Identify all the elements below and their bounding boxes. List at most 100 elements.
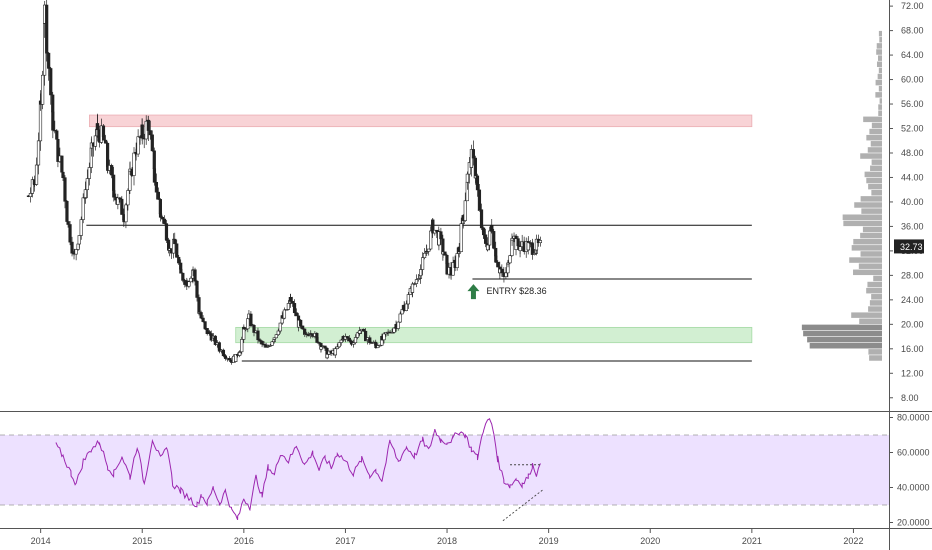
candle-down: [256, 330, 260, 341]
price-tick-label: 68.00: [901, 26, 924, 36]
time-tick-label: 2014: [31, 536, 51, 546]
time-axis: 2014 2015 2016 2017 2018 2019 2020 2021 2022: [0, 528, 932, 546]
candle-up: [36, 140, 41, 166]
candle-up: [390, 332, 394, 334]
candle-down: [249, 313, 253, 327]
volume-profile-bar: [869, 355, 882, 361]
candle-down: [260, 340, 264, 345]
candle-up: [85, 178, 89, 191]
volume-profile-bar: [878, 30, 882, 37]
candle-down: [152, 168, 157, 183]
candle-up: [429, 230, 433, 250]
volume-profile-bar: [853, 238, 882, 245]
candle-down: [181, 272, 185, 281]
candle-up: [406, 294, 410, 305]
candle-up: [238, 351, 242, 353]
rsi-indicator-pane[interactable]: 20.0000 40.0000 60.0000 80.0000: [0, 413, 930, 528]
volume-profile-bar: [854, 202, 882, 208]
volume-profile-bar: [866, 177, 882, 184]
candle-down: [60, 155, 64, 173]
candle-up: [319, 346, 323, 350]
candle-down: [51, 111, 55, 131]
volume-profile-bar: [867, 281, 882, 288]
candle-down: [162, 218, 167, 224]
candle-down: [431, 219, 435, 234]
candle-up: [187, 281, 191, 287]
candle-down: [496, 261, 500, 268]
candle-down: [362, 328, 366, 332]
candle-down: [63, 177, 67, 202]
rsi-dotted-trendline: [502, 488, 544, 522]
candle-up: [244, 328, 248, 330]
volume-profile-bar: [869, 128, 882, 135]
candle-up: [333, 348, 337, 356]
entry-arrow-icon: [467, 284, 480, 300]
candle-down: [112, 174, 116, 191]
volume-profile-bar: [859, 318, 882, 325]
candle-down: [154, 181, 159, 193]
candle-up: [270, 341, 274, 346]
candle-up: [87, 167, 91, 179]
candle-down: [213, 335, 217, 345]
candle-down: [104, 139, 108, 144]
candle-up: [376, 345, 380, 348]
candle-down: [70, 241, 74, 254]
time-tick-label: 2019: [539, 536, 559, 546]
candle-down: [252, 324, 256, 333]
candle-down: [530, 244, 534, 255]
candle-down: [49, 68, 53, 96]
price-tick-label: 20.00: [901, 319, 924, 329]
price-tick-label: 52.00: [901, 124, 924, 134]
candle-up: [534, 238, 539, 251]
candle-up: [353, 337, 358, 344]
candle-up: [276, 330, 280, 335]
candle-down: [516, 238, 520, 247]
candle-up: [398, 313, 402, 323]
candle-up: [351, 342, 356, 345]
last-price-badge: [894, 239, 924, 254]
candle-up: [382, 333, 386, 341]
time-tick-label: 2017: [335, 536, 355, 546]
candle-up: [488, 230, 492, 246]
candle-down: [299, 319, 303, 327]
price-tick-label: 64.00: [901, 50, 924, 60]
candle-up: [463, 200, 467, 221]
candle-up: [414, 279, 419, 284]
time-tick-label: 2015: [132, 536, 152, 546]
volume-profile-bar: [877, 55, 882, 61]
candle-up: [93, 135, 98, 147]
volume-profile-bar: [860, 251, 882, 257]
volume-profile-bar: [866, 134, 882, 141]
candle-down: [347, 337, 351, 342]
candle-down: [368, 337, 372, 343]
candle-down: [301, 325, 305, 330]
candle-down: [66, 221, 70, 225]
candle-up: [419, 269, 423, 276]
candle-down: [500, 268, 504, 273]
last-price-label: 32.73: [900, 242, 923, 252]
candle-up: [189, 277, 193, 283]
candle-up: [124, 204, 128, 223]
volume-profile-bar: [876, 49, 882, 55]
volume-profile-bar: [871, 122, 882, 129]
candle-up: [126, 190, 130, 206]
candle-up: [246, 318, 250, 330]
price-tick-label: 56.00: [901, 99, 924, 109]
candle-up: [325, 354, 329, 359]
volume-profile-bar: [868, 306, 882, 312]
volume-profile-bar: [863, 116, 882, 123]
candle-up: [284, 309, 289, 311]
candle-down: [227, 358, 232, 361]
candle-up: [28, 193, 33, 197]
rsi-line: [55, 418, 541, 520]
candle-down: [146, 119, 150, 131]
volume-profile-bar: [871, 190, 882, 196]
candle-down: [112, 190, 116, 198]
candle-down: [205, 328, 209, 334]
candle-up: [504, 272, 508, 277]
candle-up: [79, 219, 83, 236]
volume-profile-bar: [870, 141, 882, 147]
volume-profile-bar: [860, 196, 882, 202]
